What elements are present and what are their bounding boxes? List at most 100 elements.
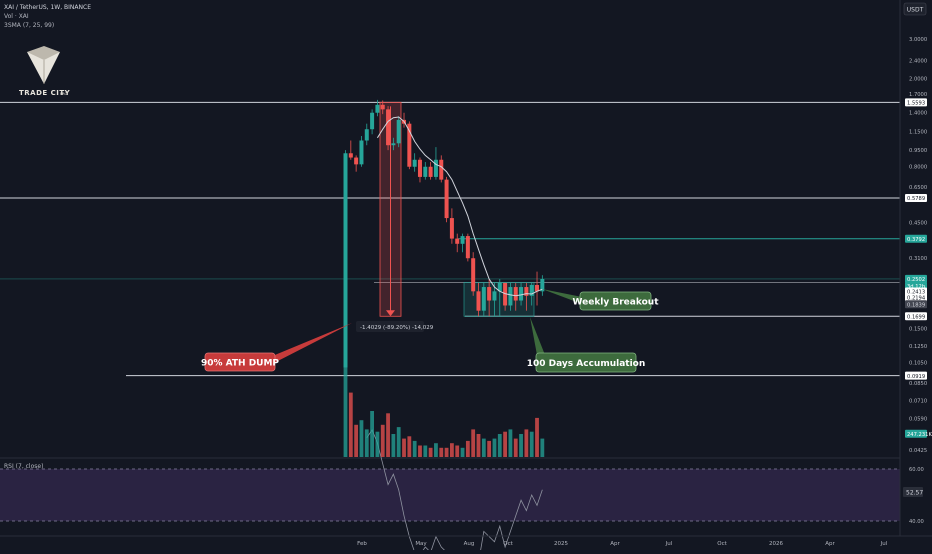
price-tick: 0.3100 xyxy=(909,256,927,262)
price-tick: 0.1050 xyxy=(909,361,927,367)
price-tick: 0.0590 xyxy=(909,416,927,422)
accumulation-pointer xyxy=(530,317,545,355)
volume-bar xyxy=(434,443,438,457)
volume-bar xyxy=(503,431,507,457)
price-tick: 2.4000 xyxy=(909,59,927,65)
time-tick: Oct xyxy=(503,541,513,547)
price-tick: 0.0425 xyxy=(909,448,927,454)
volume-bar xyxy=(370,411,374,457)
price-tick: 1.4000 xyxy=(909,111,927,117)
volume-bar xyxy=(497,434,502,457)
price-badge xyxy=(905,312,927,321)
candle-body xyxy=(433,159,438,177)
candle-body xyxy=(386,109,391,146)
currency-button-label[interactable]: USDT xyxy=(907,7,924,14)
price-tick: 0.0710 xyxy=(909,398,927,404)
time-tick: Apr xyxy=(610,541,620,547)
currency-button[interactable]: USDT xyxy=(903,2,927,16)
candle-body xyxy=(407,123,412,167)
candle-body xyxy=(465,236,470,259)
volume-bar xyxy=(519,434,523,457)
accumulation-callout: 100 Days Accumulation xyxy=(527,317,645,373)
volume-bar xyxy=(455,445,460,457)
price-tick: 0.9500 xyxy=(909,148,927,154)
candle-body xyxy=(428,166,433,177)
candle-body xyxy=(540,278,545,292)
volume-bar xyxy=(391,434,396,457)
price-badge xyxy=(905,234,927,243)
price-badge-label: 1.5593 xyxy=(907,101,925,107)
price-badge-label: 0.1699 xyxy=(907,314,925,320)
breakout-pointer xyxy=(542,289,582,304)
volume-bar xyxy=(476,434,481,457)
candle-body xyxy=(497,282,502,292)
candle-body xyxy=(359,140,364,165)
price-axis: 3.0000 2.4000 2.0000 1.7000 1.4000 1.1500 0.95… xyxy=(899,0,932,536)
volume-bar xyxy=(471,429,476,457)
price-tick: 0.4500 xyxy=(909,220,927,226)
candle-body xyxy=(508,287,513,306)
logo-text: TRADE CITY xyxy=(19,89,71,97)
volume-bar xyxy=(407,436,412,457)
price-tick: 0.0850 xyxy=(909,381,927,387)
candles xyxy=(343,99,545,368)
rsi-current-value: 52.57 xyxy=(906,490,923,497)
volume-bar xyxy=(444,447,449,457)
price-badge xyxy=(905,429,927,438)
price-badge-label: 0.2413 xyxy=(907,290,925,296)
volume-bar xyxy=(423,445,428,457)
candle-body xyxy=(455,238,460,244)
candle-body xyxy=(524,287,529,296)
rsi-current-badge xyxy=(903,487,923,497)
volume-bar xyxy=(396,427,401,457)
candle-body xyxy=(370,112,375,130)
time-tick: Jul xyxy=(665,541,673,547)
time-tick: Apr xyxy=(825,541,835,547)
price-tick: 0.1250 xyxy=(909,344,927,350)
symbol-title[interactable]: XAI / TetherUS, 1W, BINANCE xyxy=(4,4,91,11)
volume-bar xyxy=(529,431,534,457)
sma-indicator-label[interactable]: 3SMA (7, 25, 99) xyxy=(4,22,54,29)
volume-bar xyxy=(460,447,465,457)
currency-button-box[interactable] xyxy=(903,2,927,16)
volume-bar xyxy=(465,440,470,457)
volume-indicator-label[interactable]: Vol · XAI xyxy=(4,13,29,20)
candle-body xyxy=(391,143,396,146)
dump-label: 90% ATH DUMP xyxy=(201,359,279,369)
candle-body xyxy=(343,153,348,368)
candle-body xyxy=(513,287,518,301)
rsi-tick: 60.00 xyxy=(909,467,924,473)
volume-bar xyxy=(364,429,369,457)
candle-body xyxy=(354,157,359,165)
candle-body xyxy=(380,104,385,110)
dump-pointer xyxy=(270,323,352,365)
volume-bar xyxy=(450,443,454,457)
price-tick: 0.1500 xyxy=(909,326,927,332)
time-tick: Oct xyxy=(717,541,727,547)
sma-line xyxy=(376,116,543,297)
price-badge-label: 247.231K xyxy=(907,432,932,438)
time-axis: Feb May Aug Oct 2025 Apr Jul Oct 2026 Apr Jul xyxy=(0,535,932,547)
volume-bar xyxy=(402,438,406,457)
rsi-label: RSI (7, close) xyxy=(4,463,43,470)
candle-body xyxy=(439,159,444,180)
volume-bar xyxy=(487,440,492,457)
dump-callout: 90% ATH DUMP xyxy=(201,323,352,372)
price-tick: 1.7000 xyxy=(909,92,927,98)
logo-suffix: PRO xyxy=(60,92,68,96)
volume-bar xyxy=(418,445,422,457)
volume-bar xyxy=(428,447,433,457)
volume-bar xyxy=(535,417,539,457)
breakout-callout: Weekly Breakout xyxy=(542,289,659,311)
candle-body xyxy=(348,153,353,158)
logo-shape xyxy=(27,52,60,84)
volume-bar xyxy=(439,447,444,457)
price-tick: 2.0000 xyxy=(909,76,927,82)
price-badge xyxy=(905,300,927,309)
measure-label: -1.4029 (-89.20%) -14,029 xyxy=(360,325,434,331)
price-tick: 3.0000 xyxy=(909,37,927,43)
price-badge-label: 0.5789 xyxy=(907,196,925,202)
